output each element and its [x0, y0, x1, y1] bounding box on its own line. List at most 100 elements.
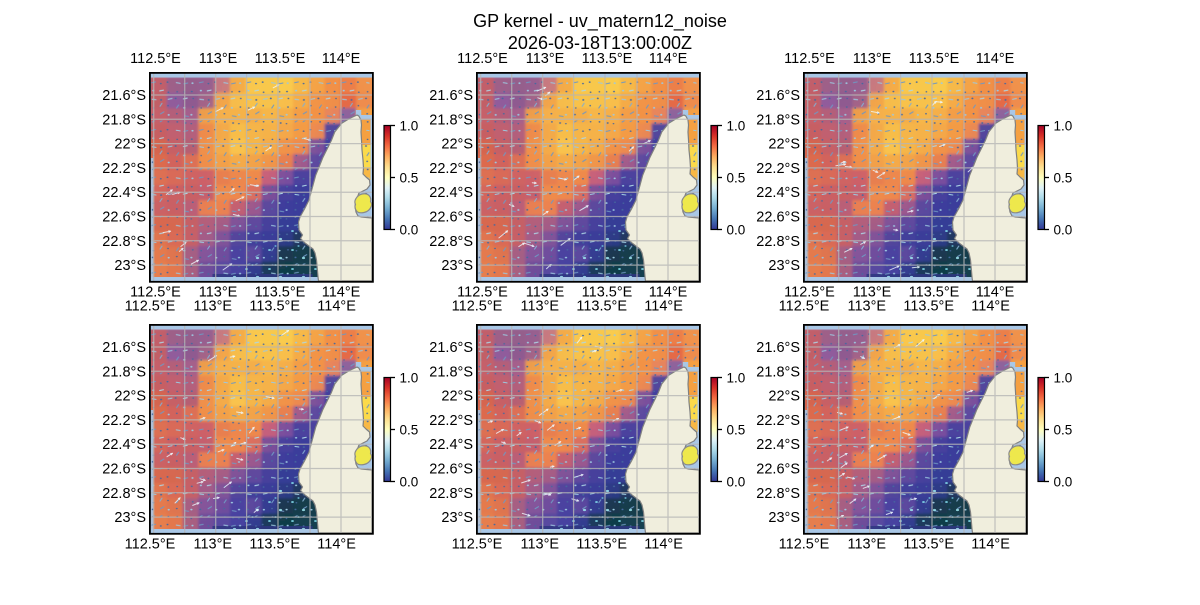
svg-text:113.5°E: 113.5°E: [255, 51, 306, 67]
svg-text:22.8°S: 22.8°S: [429, 486, 473, 502]
svg-text:2026-03-18T13:00:00Z: 2026-03-18T13:00:00Z: [508, 33, 692, 53]
svg-text:1.0: 1.0: [727, 119, 746, 134]
svg-text:113°E: 113°E: [526, 285, 565, 301]
svg-text:22.2°S: 22.2°S: [429, 161, 473, 177]
svg-text:113°E: 113°E: [853, 51, 892, 67]
svg-text:0.5: 0.5: [1054, 171, 1073, 186]
svg-text:22.4°S: 22.4°S: [102, 185, 146, 201]
svg-text:22.6°S: 22.6°S: [756, 462, 800, 478]
svg-text:0.0: 0.0: [727, 223, 746, 238]
svg-text:22.8°S: 22.8°S: [756, 486, 800, 502]
svg-text:112.5°E: 112.5°E: [130, 285, 181, 301]
svg-text:22°S: 22°S: [114, 389, 146, 405]
svg-text:114°E: 114°E: [649, 51, 688, 67]
svg-text:22.4°S: 22.4°S: [756, 185, 800, 201]
svg-text:21.8°S: 21.8°S: [102, 112, 146, 128]
svg-text:1.0: 1.0: [1054, 371, 1073, 386]
svg-text:21.8°S: 21.8°S: [756, 112, 800, 128]
svg-text:113°E: 113°E: [521, 299, 560, 315]
svg-text:112.5°E: 112.5°E: [452, 299, 503, 315]
svg-text:113°E: 113°E: [526, 51, 565, 67]
svg-text:22.2°S: 22.2°S: [102, 161, 146, 177]
svg-text:21.8°S: 21.8°S: [756, 364, 800, 380]
svg-text:0.5: 0.5: [727, 423, 746, 438]
svg-text:21.6°S: 21.6°S: [429, 88, 473, 104]
svg-text:23°S: 23°S: [114, 258, 146, 274]
svg-text:23°S: 23°S: [114, 510, 146, 526]
svg-text:114°E: 114°E: [317, 537, 356, 553]
svg-text:22.2°S: 22.2°S: [756, 413, 800, 429]
svg-text:112.5°E: 112.5°E: [784, 51, 835, 67]
svg-text:114°E: 114°E: [322, 285, 361, 301]
svg-text:0.0: 0.0: [1054, 475, 1073, 490]
svg-text:23°S: 23°S: [441, 510, 473, 526]
svg-text:112.5°E: 112.5°E: [130, 51, 181, 67]
svg-text:112.5°E: 112.5°E: [784, 285, 835, 301]
svg-text:0.5: 0.5: [400, 171, 419, 186]
svg-text:114°E: 114°E: [644, 537, 683, 553]
svg-text:113.5°E: 113.5°E: [249, 299, 300, 315]
svg-text:GP kernel - uv_matern12_noise: GP kernel - uv_matern12_noise: [473, 11, 727, 32]
svg-text:114°E: 114°E: [976, 51, 1015, 67]
svg-text:113.5°E: 113.5°E: [582, 285, 633, 301]
svg-text:113.5°E: 113.5°E: [903, 537, 954, 553]
svg-text:0.5: 0.5: [1054, 423, 1073, 438]
svg-text:23°S: 23°S: [441, 258, 473, 274]
svg-text:114°E: 114°E: [971, 299, 1010, 315]
svg-text:22.6°S: 22.6°S: [429, 210, 473, 226]
svg-text:113.5°E: 113.5°E: [249, 537, 300, 553]
svg-text:114°E: 114°E: [317, 299, 356, 315]
svg-text:22.6°S: 22.6°S: [102, 210, 146, 226]
svg-text:21.6°S: 21.6°S: [102, 88, 146, 104]
svg-text:22.4°S: 22.4°S: [429, 185, 473, 201]
svg-text:21.6°S: 21.6°S: [102, 340, 146, 356]
svg-text:113.5°E: 113.5°E: [576, 537, 627, 553]
svg-text:0.0: 0.0: [727, 475, 746, 490]
svg-text:1.0: 1.0: [727, 371, 746, 386]
svg-text:0.0: 0.0: [400, 223, 419, 238]
svg-text:22.8°S: 22.8°S: [102, 486, 146, 502]
svg-text:22.6°S: 22.6°S: [756, 210, 800, 226]
svg-text:22°S: 22°S: [768, 389, 800, 405]
svg-text:21.6°S: 21.6°S: [429, 340, 473, 356]
svg-text:21.8°S: 21.8°S: [429, 364, 473, 380]
svg-text:22.6°S: 22.6°S: [102, 462, 146, 478]
svg-text:22°S: 22°S: [768, 137, 800, 153]
svg-text:114°E: 114°E: [649, 285, 688, 301]
svg-text:112.5°E: 112.5°E: [779, 299, 830, 315]
svg-text:113.5°E: 113.5°E: [576, 299, 627, 315]
svg-text:112.5°E: 112.5°E: [125, 299, 176, 315]
svg-text:22.4°S: 22.4°S: [102, 437, 146, 453]
svg-text:112.5°E: 112.5°E: [457, 285, 508, 301]
svg-text:1.0: 1.0: [1054, 119, 1073, 134]
svg-text:22.6°S: 22.6°S: [429, 462, 473, 478]
svg-text:22.2°S: 22.2°S: [102, 413, 146, 429]
svg-text:113.5°E: 113.5°E: [909, 51, 960, 67]
svg-text:114°E: 114°E: [322, 51, 361, 67]
svg-text:22.4°S: 22.4°S: [429, 437, 473, 453]
svg-text:112.5°E: 112.5°E: [452, 537, 503, 553]
svg-text:113.5°E: 113.5°E: [903, 299, 954, 315]
svg-text:22.8°S: 22.8°S: [429, 234, 473, 250]
svg-text:113°E: 113°E: [199, 285, 238, 301]
svg-text:114°E: 114°E: [644, 299, 683, 315]
svg-text:0.0: 0.0: [1054, 223, 1073, 238]
svg-text:0.0: 0.0: [400, 475, 419, 490]
svg-text:22.2°S: 22.2°S: [756, 161, 800, 177]
svg-text:113.5°E: 113.5°E: [909, 285, 960, 301]
svg-text:112.5°E: 112.5°E: [457, 51, 508, 67]
svg-text:0.5: 0.5: [400, 423, 419, 438]
svg-text:22°S: 22°S: [441, 389, 473, 405]
svg-text:114°E: 114°E: [976, 285, 1015, 301]
svg-text:0.5: 0.5: [727, 171, 746, 186]
svg-text:113°E: 113°E: [848, 299, 887, 315]
svg-text:113.5°E: 113.5°E: [582, 51, 633, 67]
svg-text:22.4°S: 22.4°S: [756, 437, 800, 453]
svg-text:22.8°S: 22.8°S: [102, 234, 146, 250]
svg-text:114°E: 114°E: [971, 537, 1010, 553]
svg-text:113°E: 113°E: [848, 537, 887, 553]
svg-text:112.5°E: 112.5°E: [779, 537, 830, 553]
svg-text:113°E: 113°E: [521, 537, 560, 553]
svg-text:1.0: 1.0: [400, 119, 419, 134]
svg-text:113.5°E: 113.5°E: [255, 285, 306, 301]
